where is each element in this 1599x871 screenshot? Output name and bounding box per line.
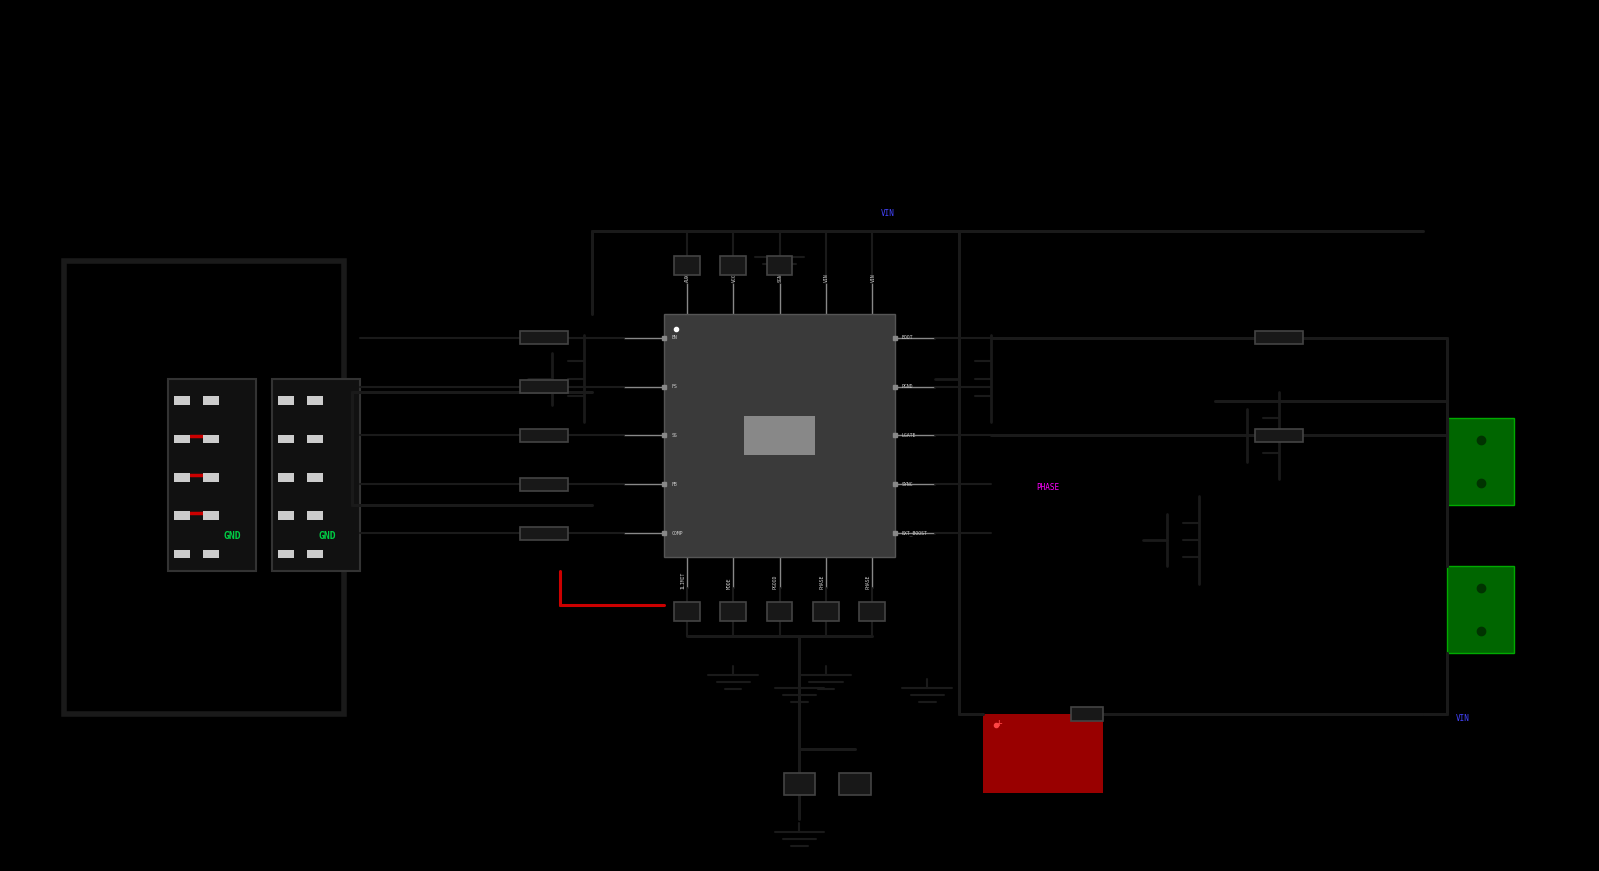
Bar <box>64 261 344 714</box>
Bar <box>307 511 323 520</box>
Text: MODE: MODE <box>726 577 731 589</box>
Text: VIN: VIN <box>825 273 830 282</box>
Bar <box>766 602 793 621</box>
Bar <box>278 550 294 558</box>
Text: PHASE: PHASE <box>1036 483 1059 492</box>
Text: FS: FS <box>672 384 678 389</box>
Text: COMP: COMP <box>672 530 683 536</box>
Text: EXT_BOOST: EXT_BOOST <box>902 530 927 536</box>
Bar <box>174 435 190 443</box>
Bar <box>203 435 219 443</box>
Bar <box>174 550 190 558</box>
Bar <box>744 416 815 455</box>
Text: EN: EN <box>672 335 678 341</box>
Bar <box>859 602 886 621</box>
Bar <box>673 256 699 275</box>
Bar <box>839 773 871 794</box>
Bar <box>1447 566 1514 653</box>
Bar <box>1255 331 1303 344</box>
Bar <box>278 396 294 405</box>
Text: PHASE: PHASE <box>819 574 825 589</box>
Bar <box>307 396 323 405</box>
Bar <box>168 379 256 571</box>
Bar <box>520 380 568 393</box>
Bar <box>720 256 745 275</box>
Text: PHASE: PHASE <box>865 574 870 589</box>
Text: PGND: PGND <box>902 384 913 389</box>
Bar <box>664 314 895 557</box>
Text: VIN: VIN <box>870 273 876 282</box>
Text: SYNC: SYNC <box>902 482 913 487</box>
Bar <box>307 550 323 558</box>
Bar <box>983 714 1103 793</box>
Bar <box>307 473 323 482</box>
Text: FB: FB <box>672 482 678 487</box>
Bar <box>812 602 838 621</box>
Bar <box>272 379 360 571</box>
Bar <box>720 602 745 621</box>
Bar <box>1447 418 1514 505</box>
Bar <box>203 396 219 405</box>
Text: +: + <box>996 718 1003 728</box>
Text: BOOT: BOOT <box>902 335 913 341</box>
Bar <box>174 511 190 520</box>
Text: GND: GND <box>318 530 337 541</box>
Bar <box>278 473 294 482</box>
Bar <box>203 550 219 558</box>
Bar <box>278 511 294 520</box>
Bar <box>203 473 219 482</box>
Bar <box>1255 429 1303 442</box>
Bar <box>520 429 568 442</box>
Bar <box>174 396 190 405</box>
Text: ILIMIT: ILIMIT <box>680 571 684 589</box>
Text: SS: SS <box>672 433 678 438</box>
Bar <box>520 331 568 344</box>
Text: PGOOD: PGOOD <box>772 574 777 589</box>
Bar <box>174 473 190 482</box>
Bar <box>784 773 815 794</box>
Bar <box>1071 707 1103 721</box>
Bar <box>766 256 793 275</box>
Bar <box>278 435 294 443</box>
Text: GND: GND <box>222 530 241 541</box>
Text: VIN: VIN <box>1457 714 1469 723</box>
Text: VIN: VIN <box>881 209 894 218</box>
Text: LGATE: LGATE <box>902 433 916 438</box>
Bar <box>203 511 219 520</box>
Bar <box>520 526 568 539</box>
Text: AUXVCC: AUXVCC <box>684 265 691 282</box>
Text: VCC: VCC <box>731 273 737 282</box>
Bar <box>520 477 568 491</box>
Bar <box>673 602 699 621</box>
Text: SGND: SGND <box>777 271 784 282</box>
Bar <box>307 435 323 443</box>
